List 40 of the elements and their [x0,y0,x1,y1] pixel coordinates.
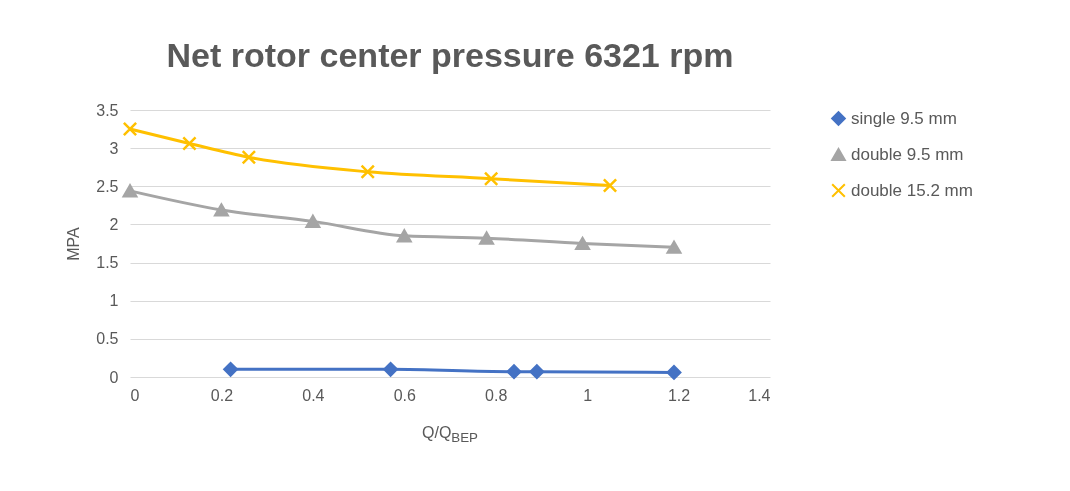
y-tick-label: 1.5 [96,254,119,272]
point [241,149,257,165]
point [506,364,522,380]
y-tick-label: 1 [109,292,119,310]
legend-label: double 15.2 mm [851,180,973,200]
point [305,214,321,228]
point [383,362,398,377]
point [182,136,197,151]
point [223,362,238,377]
y-tick-label: 3 [109,139,119,157]
x-axis-title: Q/Q$_{BEP}$ [421,424,479,446]
x-tick-label: 0.6 [393,386,416,404]
legend-label: double 9.5 mm [851,144,964,164]
point [122,121,138,137]
point [360,164,376,180]
legend-label: single 9.5 mm [851,108,957,128]
point [666,240,682,254]
point [602,178,618,193]
x-tick-label: 1.4 [748,386,771,404]
x-tick-label: 1 [583,386,593,404]
point [122,184,138,198]
y-tick-label: 2 [109,215,119,233]
point [214,203,229,217]
y-tick-label: 0.5 [96,330,119,348]
point [483,171,499,187]
x-tick-label: 0 [130,386,140,404]
x-tick-label: 1.2 [667,386,691,404]
y-tick-label: 3.5 [96,101,119,119]
y-tick-label: 2.5 [96,177,119,195]
y-tick-label: 0 [109,368,119,386]
x-tick-label: 0.8 [485,386,508,404]
x-tick-label: 0.4 [302,386,325,404]
point [575,236,590,251]
chart-title: Net rotor center pressure 6321 rpm [166,36,734,74]
point [396,229,412,243]
point [666,365,682,380]
point [479,231,494,245]
x-tick-label: 0.2 [210,386,234,404]
y-axis-title: MPA [65,226,83,261]
point [529,364,545,380]
